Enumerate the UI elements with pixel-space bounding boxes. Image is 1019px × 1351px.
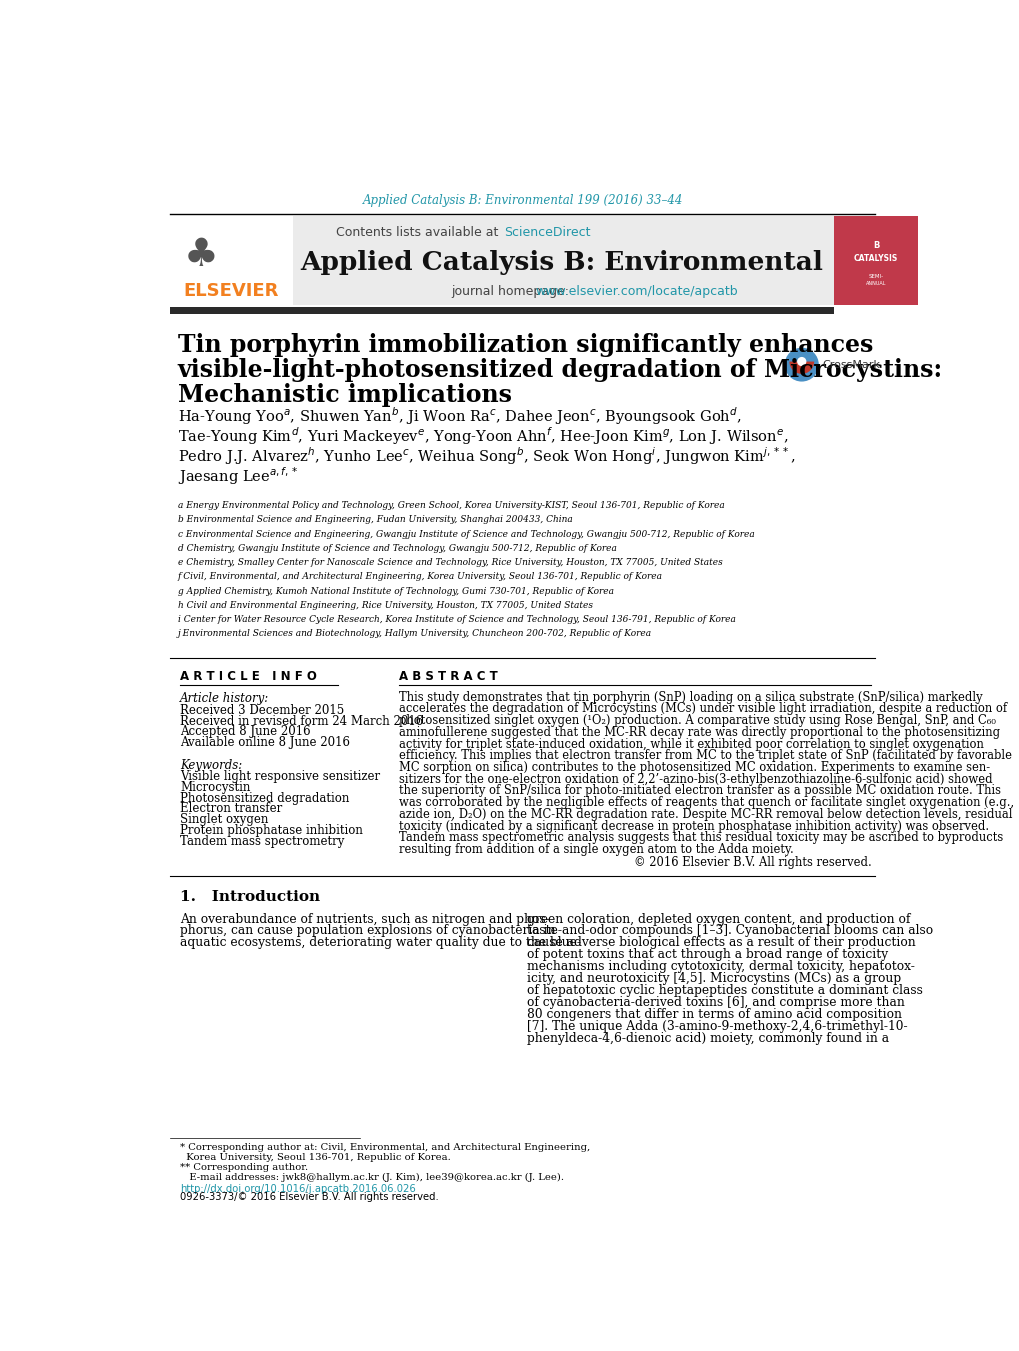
Text: photosensitized singlet oxygen (¹O₂) production. A comparative study using Rose : photosensitized singlet oxygen (¹O₂) pro…: [398, 715, 995, 727]
Text: CATALYSIS: CATALYSIS: [853, 254, 898, 263]
Text: Applied Catalysis B: Environmental: Applied Catalysis B: Environmental: [300, 250, 822, 274]
Text: A B S T R A C T: A B S T R A C T: [398, 670, 497, 684]
Text: Tandem mass spectrometric analysis suggests that this residual toxicity may be a: Tandem mass spectrometric analysis sugge…: [398, 831, 1002, 844]
Text: azide ion, D₂O) on the MC-RR degradation rate. Despite MC-RR removal below detec: azide ion, D₂O) on the MC-RR degradation…: [398, 808, 1011, 821]
Text: A R T I C L E   I N F O: A R T I C L E I N F O: [180, 670, 317, 684]
Text: Microcystin: Microcystin: [180, 781, 251, 794]
Text: Singlet oxygen: Singlet oxygen: [180, 813, 268, 827]
Text: journal homepage:: journal homepage:: [451, 285, 573, 299]
Text: Article history:: Article history:: [180, 692, 269, 705]
Text: An overabundance of nutrients, such as nitrogen and phos-: An overabundance of nutrients, such as n…: [180, 912, 549, 925]
Text: a Energy Environmental Policy and Technology, Green School, Korea University-KIS: a Energy Environmental Policy and Techno…: [177, 501, 723, 511]
Text: green coloration, depleted oxygen content, and production of: green coloration, depleted oxygen conten…: [526, 912, 909, 925]
Text: Available online 8 June 2016: Available online 8 June 2016: [180, 736, 350, 750]
Text: 0926-3373/© 2016 Elsevier B.V. All rights reserved.: 0926-3373/© 2016 Elsevier B.V. All right…: [180, 1192, 438, 1202]
Text: ScienceDirect: ScienceDirect: [503, 227, 590, 239]
Text: resulting from addition of a single oxygen atom to the Adda moiety.: resulting from addition of a single oxyg…: [398, 843, 793, 857]
Circle shape: [796, 357, 806, 366]
Bar: [170, 216, 834, 304]
Text: Keywords:: Keywords:: [180, 758, 243, 771]
Text: i Center for Water Resource Cycle Research, Korea Institute of Science and Techn: i Center for Water Resource Cycle Resear…: [177, 615, 735, 624]
Bar: [170, 216, 292, 304]
Text: ELSEVIER: ELSEVIER: [183, 282, 278, 300]
Text: sitizers for the one-electron oxidation of 2,2’-azino-bis(3-ethylbenzothiazoline: sitizers for the one-electron oxidation …: [398, 773, 991, 786]
Text: [7]. The unique Adda (3-amino-9-methoxy-2,4,6-trimethyl-10-: [7]. The unique Adda (3-amino-9-methoxy-…: [526, 1020, 906, 1034]
Text: the superiority of SnP/silica for photo-initiated electron transfer as a possibl: the superiority of SnP/silica for photo-…: [398, 785, 1000, 797]
Text: of potent toxins that act through a broad range of toxicity: of potent toxins that act through a broa…: [526, 948, 887, 962]
Text: icity, and neurotoxicity [4,5]. Microcystins (MCs) as a group: icity, and neurotoxicity [4,5]. Microcys…: [526, 973, 900, 985]
Text: Pedro J.J. Alvarez$^h$, Yunho Lee$^c$, Weihua Song$^b$, Seok Won Hong$^i$, Jungw: Pedro J.J. Alvarez$^h$, Yunho Lee$^c$, W…: [177, 446, 795, 467]
Text: B: B: [872, 240, 878, 250]
Text: Ha-Young Yoo$^a$, Shuwen Yan$^b$, Ji Woon Ra$^c$, Dahee Jeon$^c$, Byoungsook Goh: Ha-Young Yoo$^a$, Shuwen Yan$^b$, Ji Woo…: [177, 405, 741, 427]
Text: activity for triplet state-induced oxidation, while it exhibited poor correlatio: activity for triplet state-induced oxida…: [398, 738, 982, 751]
Text: This study demonstrates that tin porphyrin (SnP) loading on a silica substrate (: This study demonstrates that tin porphyr…: [398, 690, 981, 704]
Text: CrossMark: CrossMark: [822, 359, 879, 370]
Text: Jaesang Lee$^{a,f,*}$: Jaesang Lee$^{a,f,*}$: [177, 466, 299, 488]
Text: 80 congeners that differ in terms of amino acid composition: 80 congeners that differ in terms of ami…: [526, 1008, 901, 1021]
Text: b Environmental Science and Engineering, Fudan University, Shanghai 200433, Chin: b Environmental Science and Engineering,…: [177, 515, 572, 524]
Text: ANNUAL: ANNUAL: [865, 281, 886, 286]
Text: SEMI-: SEMI-: [868, 274, 882, 278]
Text: of cyanobacteria-derived toxins [6], and comprise more than: of cyanobacteria-derived toxins [6], and…: [526, 996, 904, 1009]
Text: phenyldeca-4,6-dienoic acid) moiety, commonly found in a: phenyldeca-4,6-dienoic acid) moiety, com…: [526, 1032, 888, 1044]
Text: Mechanistic implications: Mechanistic implications: [177, 384, 512, 408]
Text: E-mail addresses: jwk8@hallym.ac.kr (J. Kim), lee39@korea.ac.kr (J. Lee).: E-mail addresses: jwk8@hallym.ac.kr (J. …: [180, 1173, 564, 1182]
Text: Received in revised form 24 March 2016: Received in revised form 24 March 2016: [180, 715, 423, 728]
Text: g Applied Chemistry, Kumoh National Institute of Technology, Gumi 730-701, Repub: g Applied Chemistry, Kumoh National Inst…: [177, 586, 613, 596]
Text: Tin porphyrin immobilization significantly enhances: Tin porphyrin immobilization significant…: [177, 332, 872, 357]
Text: visible-light-photosensitized degradation of Microcystins:: visible-light-photosensitized degradatio…: [177, 358, 943, 382]
Text: Protein phosphatase inhibition: Protein phosphatase inhibition: [180, 824, 363, 838]
Text: Tandem mass spectrometry: Tandem mass spectrometry: [180, 835, 344, 848]
Text: phorus, can cause population explosions of cyanobacteria in: phorus, can cause population explosions …: [180, 924, 555, 938]
Text: c Environmental Science and Engineering, Gwangju Institute of Science and Techno: c Environmental Science and Engineering,…: [177, 530, 754, 539]
Text: was corroborated by the negligible effects of reagents that quench or facilitate: was corroborated by the negligible effec…: [398, 796, 1013, 809]
Text: aminofullerene suggested that the MC-RR decay rate was directly proportional to : aminofullerene suggested that the MC-RR …: [398, 725, 999, 739]
Text: MC sorption on silica) contributes to the photosensitized MC oxidation. Experime: MC sorption on silica) contributes to th…: [398, 761, 988, 774]
Text: Korea University, Seoul 136-701, Republic of Korea.: Korea University, Seoul 136-701, Republi…: [180, 1154, 450, 1162]
Text: Received 3 December 2015: Received 3 December 2015: [180, 704, 344, 717]
Text: Visible light responsive sensitizer: Visible light responsive sensitizer: [180, 770, 380, 784]
Text: h Civil and Environmental Engineering, Rice University, Houston, TX 77005, Unite: h Civil and Environmental Engineering, R…: [177, 601, 592, 609]
Text: ** Corresponding author.: ** Corresponding author.: [180, 1163, 308, 1173]
Text: aquatic ecosystems, deteriorating water quality due to the blue-: aquatic ecosystems, deteriorating water …: [180, 936, 581, 950]
Text: efficiency. This implies that electron transfer from MC to the triplet state of : efficiency. This implies that electron t…: [398, 750, 1011, 762]
Text: mechanisms including cytotoxicity, dermal toxicity, hepatotox-: mechanisms including cytotoxicity, derma…: [526, 961, 914, 973]
Text: accelerates the degradation of Microcystins (MCs) under visible light irradiatio: accelerates the degradation of Microcyst…: [398, 703, 1006, 716]
Text: Tae-Young Kim$^d$, Yuri Mackeyev$^e$, Yong-Yoon Ahn$^f$, Hee-Joon Kim$^g$, Lon J: Tae-Young Kim$^d$, Yuri Mackeyev$^e$, Yo…: [177, 426, 788, 447]
Text: of hepatotoxic cyclic heptapeptides constitute a dominant class: of hepatotoxic cyclic heptapeptides cons…: [526, 984, 921, 997]
Wedge shape: [789, 362, 813, 374]
Text: d Chemistry, Gwangju Institute of Science and Technology, Gwangju 500-712, Repub: d Chemistry, Gwangju Institute of Scienc…: [177, 543, 616, 553]
Text: 1.   Introduction: 1. Introduction: [180, 890, 320, 904]
Text: toxicity (indicated by a significant decrease in protein phosphatase inhibition : toxicity (indicated by a significant dec…: [398, 820, 987, 832]
Text: e Chemistry, Smalley Center for Nanoscale Science and Technology, Rice Universit: e Chemistry, Smalley Center for Nanoscal…: [177, 558, 721, 567]
Bar: [170, 307, 834, 313]
Text: Electron transfer: Electron transfer: [180, 802, 282, 816]
Text: www.elsevier.com/locate/apcatb: www.elsevier.com/locate/apcatb: [535, 285, 737, 299]
Text: f Civil, Environmental, and Architectural Engineering, Korea University, Seoul 1: f Civil, Environmental, and Architectura…: [177, 573, 662, 581]
Text: cause adverse biological effects as a result of their production: cause adverse biological effects as a re…: [526, 936, 914, 950]
Text: * Corresponding author at: Civil, Environmental, and Architectural Engineering,: * Corresponding author at: Civil, Enviro…: [180, 1143, 590, 1152]
Text: http://dx.doi.org/10.1016/j.apcatb.2016.06.026: http://dx.doi.org/10.1016/j.apcatb.2016.…: [180, 1183, 416, 1193]
Text: © 2016 Elsevier B.V. All rights reserved.: © 2016 Elsevier B.V. All rights reserved…: [633, 857, 870, 869]
Text: Accepted 8 June 2016: Accepted 8 June 2016: [180, 725, 311, 739]
Bar: [834, 216, 919, 304]
Text: j Environmental Sciences and Biotechnology, Hallym University, Chuncheon 200-702: j Environmental Sciences and Biotechnolo…: [177, 630, 651, 638]
Text: taste-and-odor compounds [1–3]. Cyanobacterial blooms can also: taste-and-odor compounds [1–3]. Cyanobac…: [526, 924, 931, 938]
Circle shape: [784, 347, 818, 381]
Text: Contents lists available at: Contents lists available at: [336, 227, 502, 239]
Text: Photosensitized degradation: Photosensitized degradation: [180, 792, 350, 805]
Text: Applied Catalysis B: Environmental 199 (2016) 33–44: Applied Catalysis B: Environmental 199 (…: [362, 195, 683, 207]
Text: ♣: ♣: [183, 235, 218, 273]
